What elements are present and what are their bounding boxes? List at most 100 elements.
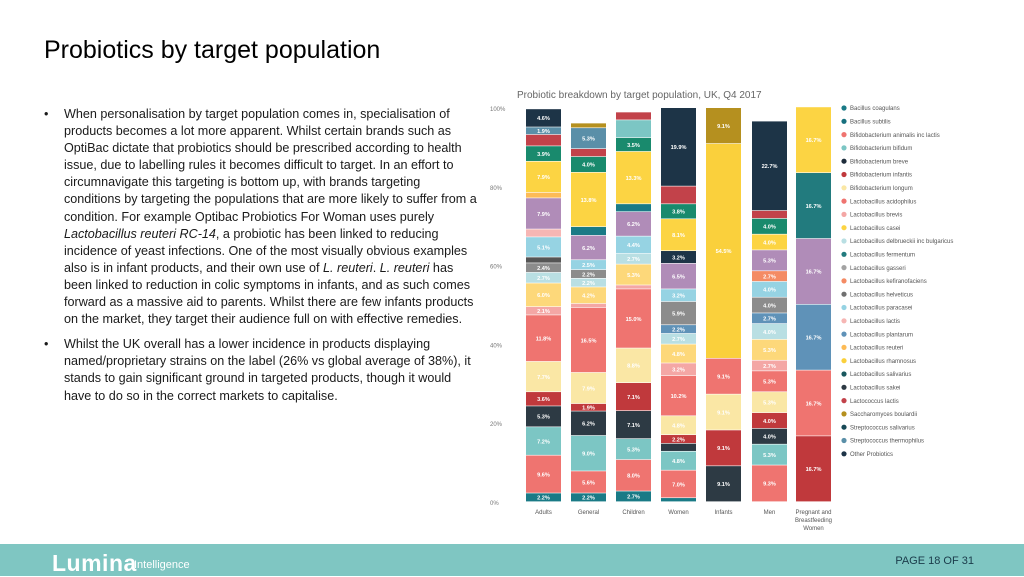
logo-subtitle: Intelligence [134,559,190,571]
bar-segment [752,412,787,429]
bar-segment [706,394,741,430]
data-label: 7.2% [537,439,550,445]
data-label: 7.9% [537,175,550,181]
data-label: 2.4% [537,266,550,272]
legend-marker [841,225,847,231]
data-label: 3.9% [537,152,550,158]
bar-segment [571,287,606,304]
legend-label: Lactobacillus helveticus [850,292,913,298]
bar-segment [526,192,561,198]
bar-segment [616,348,651,383]
data-label: 8.1% [672,233,685,239]
page-number: PAGE 18 OF 31 [895,555,974,567]
legend-marker [841,265,847,271]
x-tick-label: Children [622,510,644,516]
data-label: 4.2% [582,294,595,300]
bar-segment [526,315,561,362]
bar-segment [616,438,651,460]
legend-marker [841,358,847,364]
legend-marker [841,304,847,311]
bar-segment [796,173,831,239]
legend-label: Lactobacillus casei [850,226,900,232]
bullet-dot: • [44,107,49,121]
data-label: 9.1% [717,446,730,452]
bar-segment [796,238,831,305]
legend-label: Lactobacillus lactis [850,319,900,325]
bar-segment [661,204,696,219]
legend-label: Lactobacillus brevis [850,213,902,219]
bar-segment [526,406,561,427]
bar-segment [661,251,696,264]
legend-label: Lactococcus lactis [850,399,899,405]
legend-marker [841,437,847,444]
bar-segment [616,120,651,138]
bar-segment [571,403,606,411]
legend-marker [841,451,847,457]
data-label: 7.1% [627,423,640,429]
data-label: 4.0% [763,240,776,246]
chart-title: Probiotic breakdown by target population… [517,90,762,101]
data-label: 7.0% [672,482,685,488]
x-tick-label: Breastfeeding [795,518,832,524]
bar-segment [661,301,696,325]
x-tick-label: Adults [535,510,552,516]
legend-marker [841,371,847,377]
data-label: 16.7% [806,138,822,144]
data-label: 3.8% [672,210,685,216]
legend-marker [841,291,847,297]
legend-label: Streptococcus salivarius [850,425,915,431]
bar-segment [526,272,561,283]
data-label: 2.2% [582,272,595,278]
data-label: 2.2% [537,496,550,502]
data-label: 15.0% [626,317,642,323]
bar-segment [752,250,787,271]
bar-segment [526,263,561,273]
bar-segment [752,234,787,250]
data-label: 2.7% [537,276,550,282]
bar-segment [526,283,561,307]
data-label: 19.9% [671,145,687,151]
data-label: 16.7% [806,336,822,342]
legend-marker [841,331,847,337]
bar-segment [571,372,606,404]
data-label: 5.3% [763,259,776,265]
data-label: 5.3% [627,273,640,279]
data-label: 4.8% [672,459,685,465]
bar-segment [526,257,561,263]
legend-marker [841,171,847,178]
bar-segment [661,443,696,451]
bar-segment [752,392,787,413]
bar-segment [661,325,696,334]
data-label: 54.5% [716,249,732,255]
bar-segment [526,427,561,455]
bar-segment [796,107,831,173]
data-label: 4.0% [763,303,776,309]
bar-segment [571,235,606,260]
bar-segment [571,226,606,236]
legend-marker [841,384,847,390]
data-label: 5.1% [537,245,550,251]
bar-segment [526,493,561,502]
data-label: 9.1% [717,124,730,130]
legend-marker [841,344,847,350]
data-label: 9.1% [717,375,730,381]
legend-label: Lactobacillus gasseri [850,266,906,272]
data-label: 4.8% [672,424,685,430]
bar-segment [571,156,606,173]
bar-segment [661,363,696,376]
legend-marker [841,398,847,404]
bar-segment [661,333,696,344]
lumina-logo: Lumina [52,550,137,576]
bar-segment [661,470,696,498]
bar-segment [616,137,651,152]
bar-segment [661,375,696,416]
bar-segment [706,143,741,358]
bar-segment [616,204,651,212]
bar-segment [526,127,561,135]
bar-segment [661,186,696,204]
bar-segment [661,108,696,186]
bar-segment [661,344,696,363]
legend-label: Bacillus coagulans [850,106,900,112]
bar-segment [526,455,561,493]
bar-segment [661,263,696,289]
